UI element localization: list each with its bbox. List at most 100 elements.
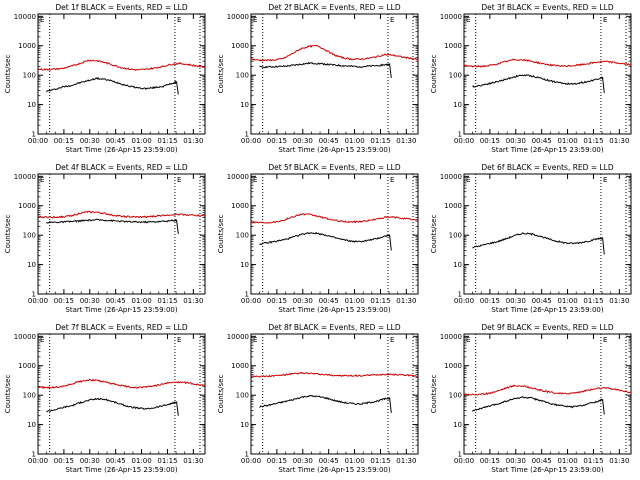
y-axis-label: Counts/sec xyxy=(217,215,225,254)
lld-series-line xyxy=(38,210,206,219)
y-tick-label: 100 xyxy=(449,72,462,80)
lld-series-line xyxy=(250,371,419,378)
events-series-line xyxy=(472,74,605,93)
x-tick-label: 01:15 xyxy=(583,137,603,145)
y-tick-label: 10 xyxy=(453,421,462,429)
y-tick-label: 1 xyxy=(245,451,249,459)
y-axis-label: Counts/sec xyxy=(430,215,438,254)
x-tick-label: 01:00 xyxy=(557,137,577,145)
x-tick-label: 01:15 xyxy=(157,137,177,145)
y-tick-label: 10 xyxy=(240,421,249,429)
x-tick-label: 00:15 xyxy=(267,137,287,145)
y-tick-label: 1 xyxy=(32,131,36,139)
lld-series-line xyxy=(37,59,205,71)
x-tick-label: 01:15 xyxy=(370,457,390,465)
x-tick-label: 00:45 xyxy=(106,297,126,305)
y-tick-label: 1 xyxy=(458,131,462,139)
y-axis-label: Counts/sec xyxy=(430,55,438,94)
x-axis-label: Start Time (26-Apr-15 23:59:00) xyxy=(491,306,603,314)
x-tick-label: 01:30 xyxy=(396,297,416,305)
panel-9f: Det 9f BLACK = Events, RED = LLD 1 10 100 10… xyxy=(430,323,632,474)
x-tick-label: 00:00 xyxy=(241,457,261,465)
edge-marker-right: E xyxy=(177,16,181,24)
x-tick-label: 00:15 xyxy=(54,137,74,145)
plot-frame xyxy=(463,333,632,455)
x-axis-label: Start Time (26-Apr-15 23:59:00) xyxy=(491,466,603,474)
y-tick-label: 1 xyxy=(245,131,249,139)
y-tick-label: 1000 xyxy=(444,202,462,210)
edge-marker-right: E xyxy=(390,16,394,24)
panel-title: Det 3f BLACK = Events, RED = LLD xyxy=(481,3,614,12)
x-tick-label: 01:30 xyxy=(609,457,629,465)
x-tick-label: 00:00 xyxy=(28,137,48,145)
edge-marker-left: E xyxy=(253,336,257,344)
x-tick-label: 00:30 xyxy=(293,457,313,465)
x-tick-label: 00:45 xyxy=(319,457,339,465)
x-axis-label: Start Time (26-Apr-15 23:59:00) xyxy=(278,466,390,474)
plot-frame xyxy=(37,333,206,455)
panel-8f: Det 8f BLACK = Events, RED = LLD 1 10 100 10… xyxy=(217,323,419,474)
x-tick-label: 01:30 xyxy=(609,297,629,305)
x-tick-label: 00:30 xyxy=(293,297,313,305)
edge-marker-left: E xyxy=(40,336,44,344)
x-tick-label: 01:15 xyxy=(370,297,390,305)
edge-marker-left: E xyxy=(253,176,257,184)
y-axis-label: Counts/sec xyxy=(430,375,438,414)
y-tick-label: 10000 xyxy=(227,13,249,21)
y-tick-label: 1 xyxy=(458,291,462,299)
x-tick-label: 00:00 xyxy=(241,137,261,145)
plot-frame xyxy=(463,173,632,295)
x-tick-label: 01:30 xyxy=(183,457,203,465)
y-tick-label: 10 xyxy=(453,101,462,109)
edge-marker-right: E xyxy=(177,336,181,344)
y-tick-label: 10000 xyxy=(227,173,249,181)
lld-series-line xyxy=(250,213,419,224)
y-tick-label: 10000 xyxy=(14,13,36,21)
x-tick-label: 00:00 xyxy=(454,457,474,465)
panel-7f: Det 7f BLACK = Events, RED = LLD 1 10 100 10… xyxy=(4,323,206,474)
plot-frame xyxy=(250,333,419,455)
panel-title: Det 8f BLACK = Events, RED = LLD xyxy=(268,323,401,332)
lld-series-line xyxy=(250,44,419,62)
y-tick-label: 100 xyxy=(23,392,36,400)
y-tick-label: 1 xyxy=(245,291,249,299)
x-axis-label: Start Time (26-Apr-15 23:59:00) xyxy=(491,146,603,154)
y-tick-label: 100 xyxy=(236,392,249,400)
lld-series-line xyxy=(463,384,632,396)
panel-2f: Det 2f BLACK = Events, RED = LLD 1 10 100 10… xyxy=(217,3,419,154)
y-tick-label: 10 xyxy=(27,101,36,109)
x-axis-label: Start Time (26-Apr-15 23:59:00) xyxy=(278,146,390,154)
y-tick-label: 1000 xyxy=(231,362,249,370)
x-tick-label: 01:15 xyxy=(583,297,603,305)
x-tick-label: 00:30 xyxy=(506,137,526,145)
y-tick-label: 1 xyxy=(32,451,36,459)
panel-1f: Det 1f BLACK = Events, RED = LLD 1 10 100 10… xyxy=(4,3,206,154)
x-tick-label: 01:15 xyxy=(370,137,390,145)
x-tick-label: 01:30 xyxy=(183,297,203,305)
panel-title: Det 5f BLACK = Events, RED = LLD xyxy=(268,163,401,172)
y-tick-label: 100 xyxy=(449,392,462,400)
y-tick-label: 10000 xyxy=(227,333,249,341)
y-tick-label: 10000 xyxy=(440,333,462,341)
x-tick-label: 01:15 xyxy=(157,457,177,465)
plot-frame xyxy=(463,13,632,135)
x-tick-label: 01:30 xyxy=(396,457,416,465)
y-tick-label: 10 xyxy=(453,261,462,269)
edge-marker-right: E xyxy=(603,16,607,24)
x-axis-label: Start Time (26-Apr-15 23:59:00) xyxy=(65,466,177,474)
events-series-line xyxy=(259,394,392,413)
x-tick-label: 01:00 xyxy=(344,457,364,465)
y-tick-label: 10 xyxy=(27,261,36,269)
panel-4f: Det 4f BLACK = Events, RED = LLD 1 10 100 10… xyxy=(4,163,206,314)
edge-marker-left: E xyxy=(253,16,257,24)
x-tick-label: 00:30 xyxy=(506,457,526,465)
x-tick-label: 01:00 xyxy=(557,297,577,305)
y-tick-label: 1000 xyxy=(18,362,36,370)
x-tick-label: 01:15 xyxy=(157,297,177,305)
x-tick-label: 01:30 xyxy=(609,137,629,145)
y-tick-label: 10000 xyxy=(14,333,36,341)
x-tick-label: 00:00 xyxy=(28,297,48,305)
plot-frame xyxy=(250,13,419,135)
y-tick-label: 10000 xyxy=(14,173,36,181)
y-tick-label: 10 xyxy=(27,421,36,429)
